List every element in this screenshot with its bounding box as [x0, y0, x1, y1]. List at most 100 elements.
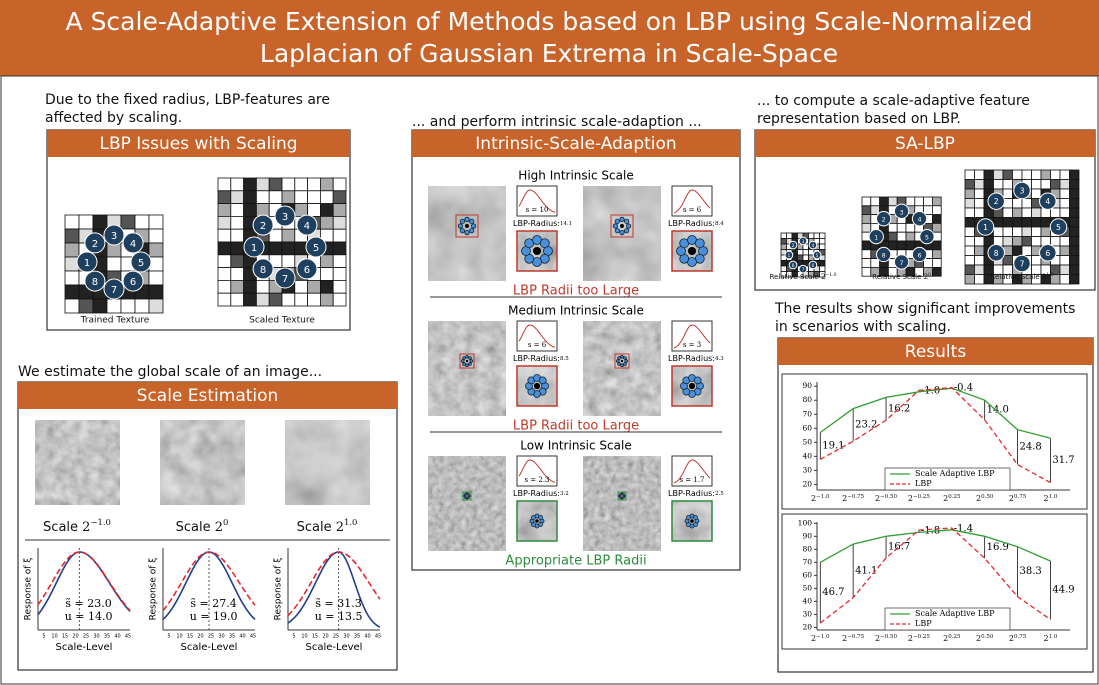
power-exp: −0.50: [880, 634, 897, 640]
radius-word: LBP-Radius:: [668, 489, 715, 498]
grid-cell: [965, 208, 975, 218]
title-line: Laplacian of Gaussian Extrema in Scale-S…: [260, 39, 838, 68]
difference-label: 23.2: [855, 419, 877, 430]
grid-cell: [965, 227, 975, 237]
neighbor-number: 1: [874, 235, 878, 242]
grid-cell: [269, 293, 282, 306]
grid-cell: [65, 285, 79, 299]
grid-cell: [333, 216, 346, 229]
grid-cell: [965, 246, 975, 256]
grid-cell: [79, 299, 93, 313]
neighbor-number: 5: [816, 253, 819, 258]
grid-cell: [282, 293, 295, 306]
y-tick-label: 70: [802, 557, 812, 566]
difference-label: 46.7: [822, 587, 844, 598]
grid-cell: [218, 255, 231, 268]
lbp-sample: [458, 224, 462, 228]
difference-label: 24.8: [1020, 442, 1042, 453]
power-exp: 0: [928, 272, 931, 278]
grid-cell: [231, 191, 244, 204]
x-tick-label: 35: [229, 634, 235, 640]
grid-cell: [1070, 237, 1080, 247]
radius-label: LBP-Radius:8.5: [513, 354, 569, 363]
y-tick-label: 60: [802, 423, 812, 432]
grid-cell: [1013, 237, 1023, 247]
power-exp: 0.75: [1014, 634, 1027, 640]
grid-cell: [269, 191, 282, 204]
lbp-sample: [469, 363, 472, 366]
lbp-center: [688, 247, 696, 255]
grid-cell: [803, 250, 809, 256]
neighbor-number: 2: [792, 243, 795, 248]
grid-cell: [1051, 180, 1061, 190]
legend-label: LBP: [915, 619, 932, 628]
grid-cell: [1022, 237, 1032, 247]
radius-label: LBP-Radius:3.2: [513, 489, 569, 498]
lbp-sample: [470, 360, 473, 363]
power-exp: −0.25: [913, 634, 930, 640]
uncertainty: u = 13.5: [315, 610, 363, 623]
label-word: Relative Scale: [872, 273, 924, 281]
power-exp: 1.0: [1049, 494, 1058, 500]
neighbor-number: 8: [260, 265, 266, 276]
lbp-sample: [613, 224, 617, 228]
grid-cell: [1060, 180, 1070, 190]
grid-cell: [975, 208, 985, 218]
grid-cell: [1051, 237, 1061, 247]
grid-cell: [1032, 208, 1042, 218]
scale-value: s = 6: [528, 341, 547, 349]
grid-cell: [1060, 237, 1070, 247]
grid-cell: [975, 237, 985, 247]
grid-cell: [1041, 170, 1051, 180]
power-exp: 0.50: [981, 494, 994, 500]
radius-value: 8.5: [560, 356, 569, 362]
grid-cell: [975, 246, 985, 256]
lbp-center: [620, 224, 624, 228]
y-tick-label: 60: [802, 570, 812, 579]
grid-cell: [218, 268, 231, 281]
texture-image: [35, 420, 120, 505]
grid-cell: [965, 170, 975, 180]
neighbor-number: 3: [111, 231, 117, 242]
x-tick-label: 20: [72, 634, 78, 640]
grid-cell: [333, 280, 346, 293]
grid-cell: [1013, 208, 1023, 218]
lbp-sample: [469, 219, 473, 223]
x-tick-label: 5: [167, 634, 170, 640]
grid-cell: [798, 255, 804, 261]
neighbor-number: 4: [1045, 197, 1050, 206]
neighbor-number: 2: [882, 217, 886, 224]
grid-cell: [1003, 256, 1013, 266]
grid-cell: [1032, 170, 1042, 180]
grid-cell: [862, 250, 871, 259]
grid-cell: [906, 232, 915, 241]
grid-cell: [320, 255, 333, 268]
y-axis-label: Response of ξ: [274, 558, 284, 621]
grid-cell: [1022, 227, 1032, 237]
radius-value: 2.5: [715, 491, 724, 497]
grid-cell: [282, 191, 295, 204]
grid-cell: [932, 206, 941, 215]
grid-cell: [231, 216, 244, 229]
scale-label: Relative Scale 20: [872, 272, 931, 281]
grid-cell: [1022, 218, 1032, 228]
grid-cell: [781, 261, 787, 267]
grid-cell: [781, 266, 787, 272]
power-exp: −0.50: [880, 494, 897, 500]
grid-cell: [218, 242, 231, 255]
lbp-sample: [461, 360, 464, 363]
grid-cell: [231, 204, 244, 217]
panel-title: Results: [905, 342, 967, 362]
x-tick-label: 5: [42, 634, 45, 640]
x-tick-label: 25: [208, 634, 214, 640]
grid-cell: [218, 229, 231, 242]
difference-label: 19.1: [822, 440, 844, 451]
grid-cell: [880, 197, 889, 206]
lbp-center: [466, 360, 469, 363]
grid-cell: [820, 239, 826, 245]
grid-cell: [149, 215, 163, 229]
grid-cell: [1003, 170, 1013, 180]
grid-cell: [994, 218, 1004, 228]
lbp-center: [690, 519, 694, 523]
grid-cell: [1051, 170, 1061, 180]
